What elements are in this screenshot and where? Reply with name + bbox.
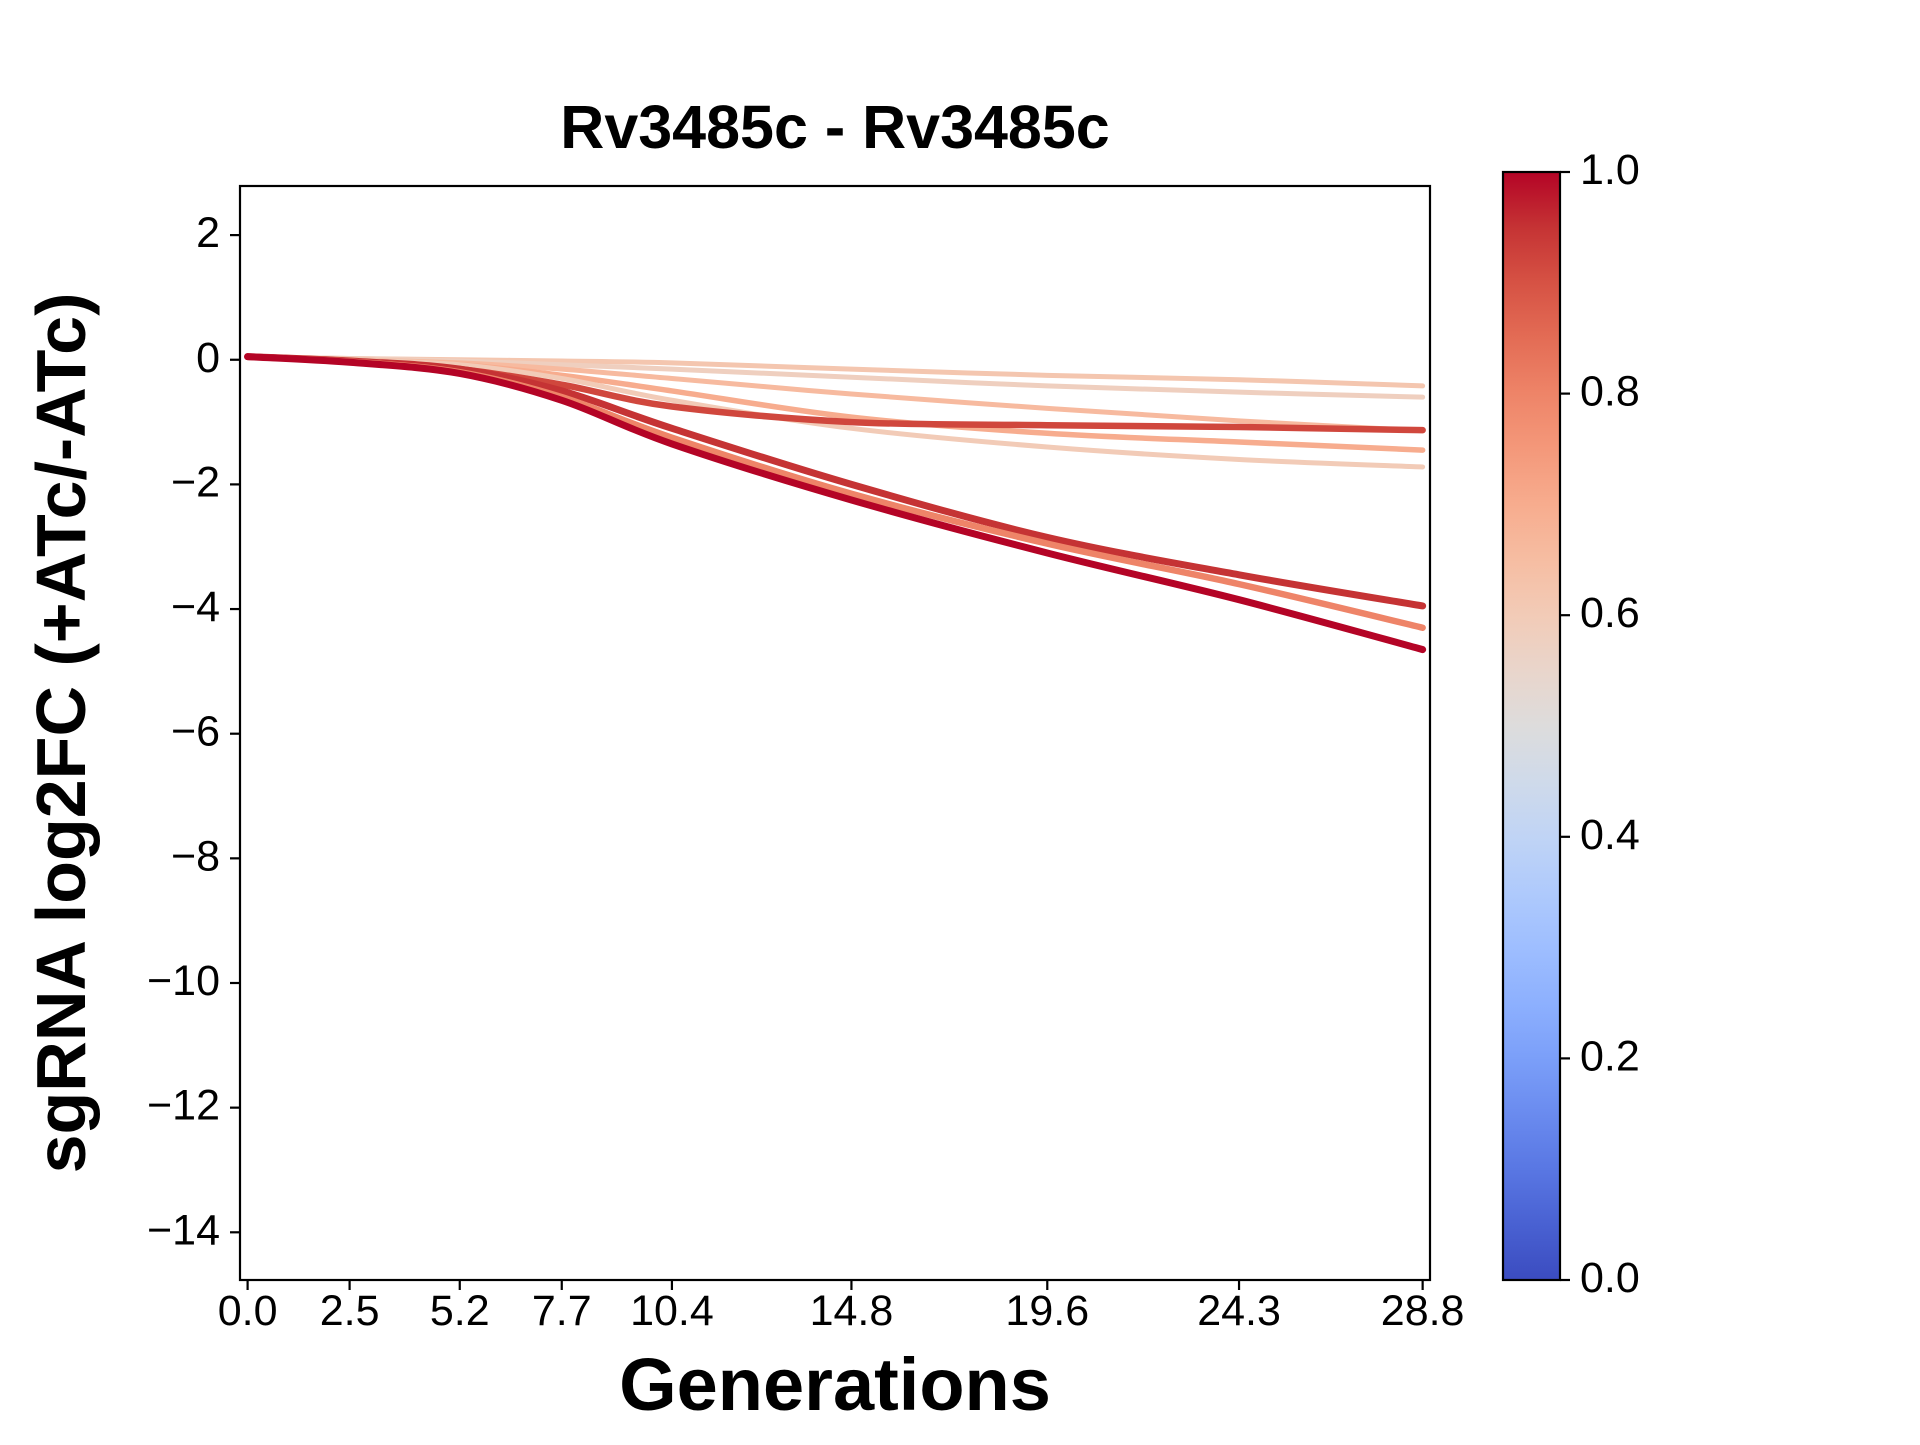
svg-text:0.8: 0.8 bbox=[1580, 368, 1640, 416]
svg-text:−14: −14 bbox=[147, 1206, 220, 1254]
svg-text:−12: −12 bbox=[147, 1082, 220, 1130]
svg-text:28.8: 28.8 bbox=[1381, 1287, 1465, 1335]
svg-text:Generations: Generations bbox=[619, 1343, 1051, 1426]
svg-text:10.4: 10.4 bbox=[630, 1287, 714, 1335]
svg-text:0.2: 0.2 bbox=[1580, 1032, 1640, 1080]
svg-text:0.6: 0.6 bbox=[1580, 589, 1640, 637]
svg-text:24.3: 24.3 bbox=[1197, 1287, 1281, 1335]
svg-text:−2: −2 bbox=[171, 458, 220, 506]
svg-text:sgRNA log2FC (+ATc/-ATc): sgRNA log2FC (+ATc/-ATc) bbox=[22, 293, 100, 1174]
svg-text:14.8: 14.8 bbox=[810, 1287, 894, 1335]
svg-text:1.0: 1.0 bbox=[1580, 146, 1640, 194]
svg-text:Rv3485c - Rv3485c: Rv3485c - Rv3485c bbox=[560, 93, 1109, 161]
svg-text:−4: −4 bbox=[171, 583, 220, 631]
svg-text:−6: −6 bbox=[171, 708, 220, 756]
svg-text:2: 2 bbox=[196, 209, 220, 257]
svg-text:0.0: 0.0 bbox=[218, 1287, 278, 1335]
svg-text:19.6: 19.6 bbox=[1005, 1287, 1089, 1335]
svg-text:5.2: 5.2 bbox=[430, 1287, 490, 1335]
svg-text:−8: −8 bbox=[171, 832, 220, 880]
svg-text:2.5: 2.5 bbox=[320, 1287, 380, 1335]
svg-text:7.7: 7.7 bbox=[532, 1287, 592, 1335]
svg-text:0: 0 bbox=[196, 334, 220, 382]
svg-text:0.0: 0.0 bbox=[1580, 1254, 1640, 1302]
svg-text:0.4: 0.4 bbox=[1580, 811, 1640, 859]
svg-text:−10: −10 bbox=[147, 957, 220, 1005]
